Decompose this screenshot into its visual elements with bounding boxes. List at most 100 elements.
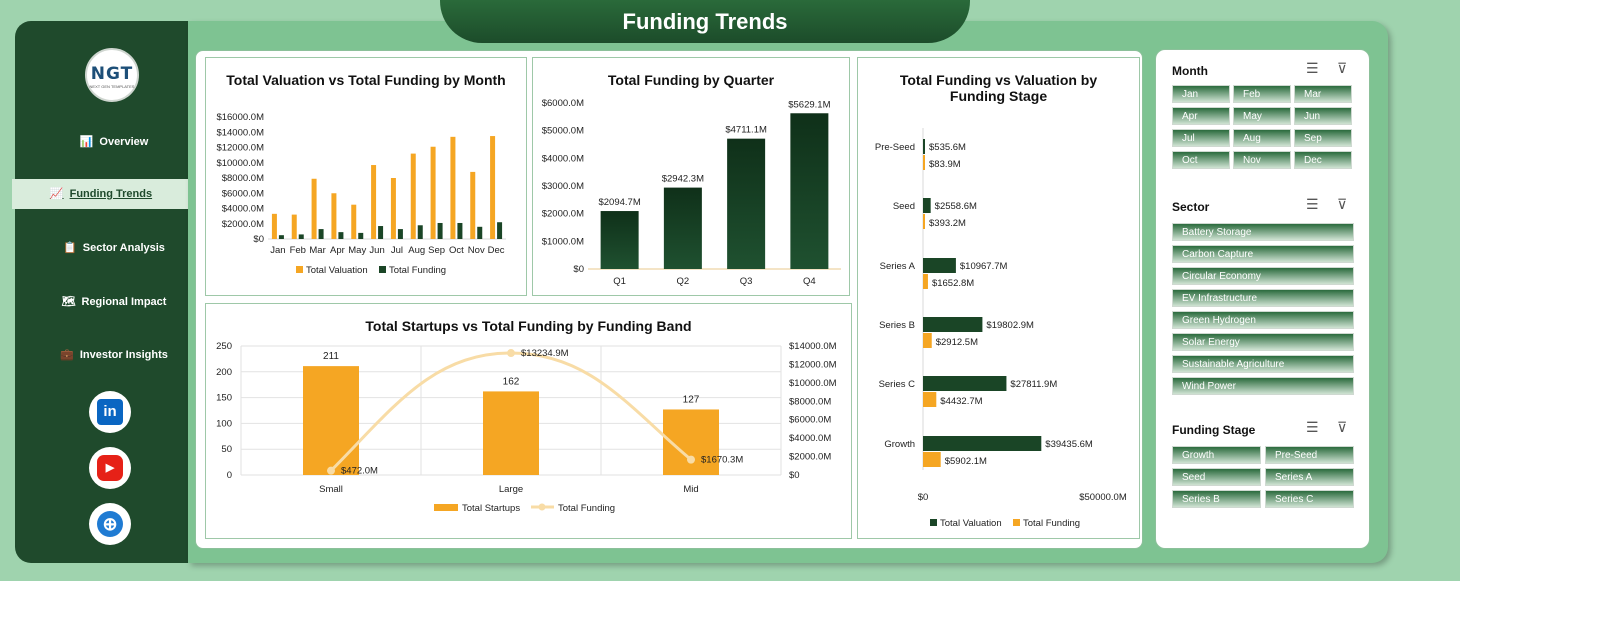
startups-bar [483, 391, 539, 475]
month-slicer-item[interactable]: Oct [1172, 151, 1230, 169]
stage-slicer-item[interactable]: Growth [1172, 446, 1261, 464]
x-tick-label: Oct [449, 245, 464, 256]
data-label: $5629.1M [788, 99, 830, 110]
month-slicer-item[interactable]: Feb [1233, 85, 1291, 103]
quarter-chart-title: Total Funding by Quarter [607, 72, 775, 88]
month-slicer-title: Month [1172, 64, 1208, 78]
clear-filter-icon[interactable]: ⊽ [1337, 419, 1348, 435]
month-slicer-item[interactable]: May [1233, 107, 1291, 125]
data-label: $5902.1M [945, 456, 987, 467]
y2-tick-label: $6000.0M [789, 415, 831, 426]
x-tick-label: Q2 [677, 276, 690, 287]
month-slicer-item[interactable]: Apr [1172, 107, 1230, 125]
stage-slicer-item[interactable]: Pre-Seed [1265, 446, 1354, 464]
multi-select-icon[interactable]: ☰ [1306, 419, 1319, 435]
stage-slicer-item[interactable]: Seed [1172, 468, 1261, 486]
legend-label: Total Valuation [306, 265, 368, 276]
funding-point [507, 349, 515, 358]
sector-slicer-item[interactable]: Battery Storage [1172, 223, 1354, 241]
legend-swatch-valuation [930, 519, 937, 526]
data-label: $4432.7M [940, 396, 982, 407]
month-slicer-item[interactable]: Jun [1294, 107, 1352, 125]
x-tick-label: May [348, 245, 366, 256]
stage-slicer-item[interactable]: Series C [1265, 490, 1354, 508]
legend-swatch-funding-dot [538, 503, 546, 511]
data-label: $535.6M [929, 142, 966, 153]
month-slicer-item[interactable]: Dec [1294, 151, 1352, 169]
sector-slicer-title: Sector [1172, 200, 1210, 214]
sector-slicer-item[interactable]: Solar Energy [1172, 333, 1354, 351]
website-button[interactable]: ⊕ [89, 503, 131, 545]
legend-swatch-funding [379, 266, 386, 273]
funding-bar [923, 274, 928, 289]
sector-slicer-item[interactable]: Green Hydrogen [1172, 311, 1354, 329]
sector-slicer-item[interactable]: EV Infrastructure [1172, 289, 1354, 307]
x-tick-label: Feb [290, 245, 306, 256]
nav-item-regional-impact[interactable]: 🗺 Regional Impact [25, 287, 203, 317]
monthly-chart: $0 $2000.0M $4000.0M $6000.0M $8000.0M $10000… [216, 112, 506, 276]
valuation-bar [923, 376, 1007, 391]
funding-bar [417, 225, 423, 239]
month-slicer-item[interactable]: Jul [1172, 129, 1230, 147]
funding-bar [923, 155, 925, 170]
sector-slicer-item[interactable]: Circular Economy [1172, 267, 1354, 285]
nav-item-investor-insights[interactable]: 💼 Investor Insights [25, 340, 203, 370]
data-label: 162 [503, 376, 520, 387]
y-tick-label: $0 [573, 264, 584, 275]
band-chart-title: Total Startups vs Total Funding by Fundi… [365, 318, 692, 334]
funding-point [687, 455, 695, 464]
data-label: $13234.9M [521, 348, 569, 359]
stage-slicer-item[interactable]: Series A [1265, 468, 1354, 486]
month-slicer-item[interactable]: Nov [1233, 151, 1291, 169]
y-tick-label: $8000.0M [222, 173, 264, 184]
month-slicer-item[interactable]: Mar [1294, 85, 1352, 103]
data-label: $83.9M [929, 159, 961, 170]
month-slicer-item[interactable]: Sep [1294, 129, 1352, 147]
funding-bar [278, 235, 284, 239]
slicer-panel: Month ☰ ⊽ Jan Feb Mar Apr May Jun Jul Aug Sep Oct… [1155, 49, 1370, 549]
data-label: $1670.3M [701, 455, 743, 466]
legend-swatch-valuation [296, 266, 303, 273]
funding-point [327, 466, 335, 475]
data-label: 211 [323, 351, 339, 362]
quarter-bar [600, 211, 639, 269]
sector-slicer-item[interactable]: Carbon Capture [1172, 245, 1354, 263]
data-label: $39435.6M [1045, 439, 1093, 450]
multi-select-icon[interactable]: ☰ [1306, 60, 1319, 76]
x-tick-label: Mid [683, 484, 698, 495]
valuation-bar [923, 198, 931, 213]
funding-bar [338, 232, 344, 239]
linkedin-button[interactable]: in [89, 391, 131, 433]
quarter-bar [727, 138, 766, 269]
nav-item-sector-analysis[interactable]: 📋 Sector Analysis [25, 233, 203, 263]
y-tick-label: Series C [879, 379, 916, 390]
data-label: $2912.5M [936, 337, 978, 348]
stage-slicer-item[interactable]: Series B [1172, 490, 1261, 508]
sector-slicer-item[interactable]: Sustainable Agriculture [1172, 355, 1354, 373]
valuation-bar [923, 317, 983, 332]
y-tick-label: $6000.0M [222, 188, 264, 199]
y-tick-label: Series B [879, 320, 915, 331]
y-tick-label: 200 [216, 367, 232, 378]
stage-slicer-title: Funding Stage [1172, 423, 1256, 437]
funding-bar [923, 452, 941, 467]
valuation-bar [490, 136, 496, 239]
multi-select-icon[interactable]: ☰ [1306, 196, 1319, 212]
nav-item-funding-trends[interactable]: 📈 Funding Trends [12, 179, 190, 209]
nav-item-overview[interactable]: 📊 Overview [25, 127, 203, 157]
month-slicer-item[interactable]: Aug [1233, 129, 1291, 147]
y2-tick-label: $12000.0M [789, 359, 837, 370]
startups-bar [303, 366, 359, 475]
youtube-button[interactable]: ▶ [89, 447, 131, 489]
x-tick-label: Q1 [613, 276, 626, 287]
dashboard-background: NGT NEXT GEN TEMPLATES 📊 Overview 📈 Funding… [0, 0, 1460, 581]
x-tick-label: Small [319, 484, 343, 495]
nav-icon: 📋 [63, 242, 77, 254]
clear-filter-icon[interactable]: ⊽ [1337, 60, 1348, 76]
data-label: $2558.6M [935, 201, 977, 212]
month-slicer-item[interactable]: Jan [1172, 85, 1230, 103]
sector-slicer-item[interactable]: Wind Power [1172, 377, 1354, 395]
funding-bar [358, 232, 364, 239]
y-tick-label: Series A [880, 261, 916, 272]
clear-filter-icon[interactable]: ⊽ [1337, 196, 1348, 212]
